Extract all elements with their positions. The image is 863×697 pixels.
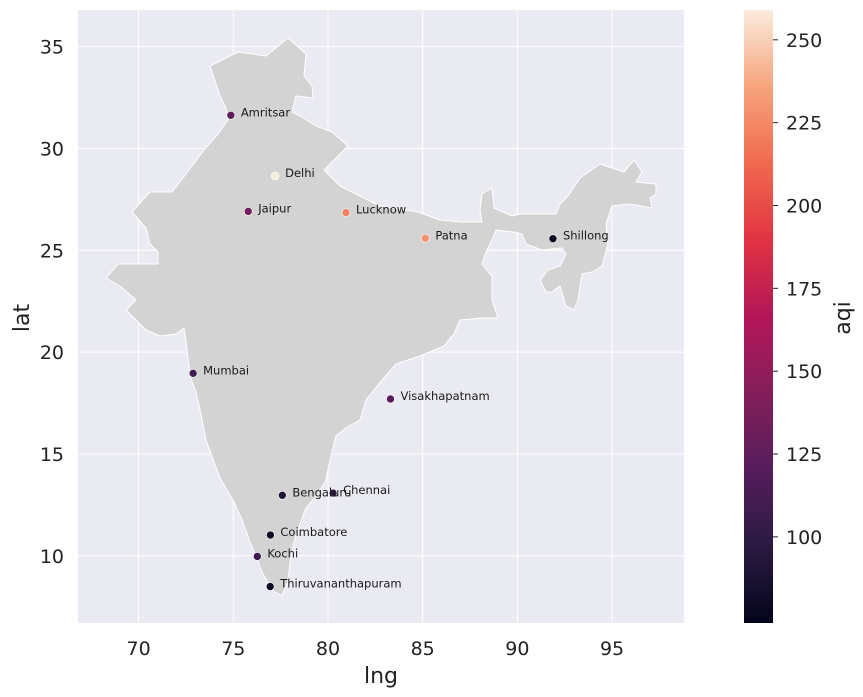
city-label-lucknow: Lucknow <box>356 203 406 217</box>
city-labels: Amritsar Delhi Jaipur Lucknow Patna Shillong M… <box>203 105 609 590</box>
x-tick-label: 75 <box>221 638 245 660</box>
city-label-jaipur: Jaipur <box>257 201 291 215</box>
city-point-thiruvananthapuram <box>265 582 275 591</box>
city-point-coimbatore <box>266 530 275 540</box>
y-tick-label: 35 <box>40 37 64 59</box>
city-point-bengaluru <box>278 491 287 500</box>
colorbar-tick-label: 200 <box>786 195 822 217</box>
city-label-patna: Patna <box>435 228 467 242</box>
y-tick-label: 20 <box>40 342 64 364</box>
x-axis-title: lng <box>364 664 398 689</box>
city-point-shillong <box>548 234 558 244</box>
city-label-bengaluru: Bengaluru <box>292 485 351 499</box>
colorbar <box>744 10 773 623</box>
india-landmass <box>105 37 657 597</box>
city-point-mumbai <box>188 369 198 378</box>
colorbar-tick-label: 250 <box>786 30 822 52</box>
city-label-visakhapatnam: Visakhapatnam <box>400 389 489 403</box>
y-axis-title: lat <box>10 304 35 333</box>
x-tick-label: 70 <box>127 638 151 660</box>
city-point-lucknow <box>341 208 351 217</box>
y-tick-label: 10 <box>40 546 64 568</box>
city-label-shillong: Shillong <box>563 229 609 243</box>
city-point-amritsar <box>226 110 236 120</box>
city-point-visakhapatnam <box>386 394 395 404</box>
city-point-jaipur <box>243 207 253 216</box>
colorbar-tick-label: 150 <box>786 361 822 383</box>
city-label-amritsar: Amritsar <box>241 105 291 119</box>
city-point-delhi <box>270 171 280 181</box>
x-tick-label: 85 <box>411 638 435 660</box>
colorbar-tick-label: 175 <box>786 278 822 300</box>
city-points <box>188 110 558 591</box>
city-label-chennai: Chennai <box>343 483 390 497</box>
colorbar-tick-label: 125 <box>786 444 822 466</box>
x-tick-label: 90 <box>505 638 529 660</box>
city-label-coimbatore: Coimbatore <box>280 525 347 539</box>
city-point-chennai <box>328 488 338 498</box>
colorbar-tick-label: 100 <box>786 527 822 549</box>
x-axis-ticks: 70 75 80 85 90 95 <box>127 638 625 660</box>
colorbar-tick-label: 225 <box>786 113 822 135</box>
y-axis-ticks: 10 15 20 25 30 35 <box>40 37 64 568</box>
y-tick-label: 25 <box>40 240 64 262</box>
colorbar-title: aqi <box>831 301 856 335</box>
city-label-delhi: Delhi <box>285 166 315 180</box>
city-label-mumbai: Mumbai <box>203 363 249 377</box>
x-tick-label: 95 <box>600 638 624 660</box>
colorbar-ticks: 100 125 150 175 200 225 250 <box>773 30 822 549</box>
x-tick-label: 80 <box>316 638 340 660</box>
city-point-patna <box>421 233 430 243</box>
y-tick-label: 15 <box>40 444 64 466</box>
y-tick-label: 30 <box>40 138 64 160</box>
city-point-kochi <box>253 552 262 561</box>
city-label-kochi: Kochi <box>267 546 298 560</box>
city-label-thiruvananthapuram: Thiruvananthapuram <box>279 577 401 591</box>
